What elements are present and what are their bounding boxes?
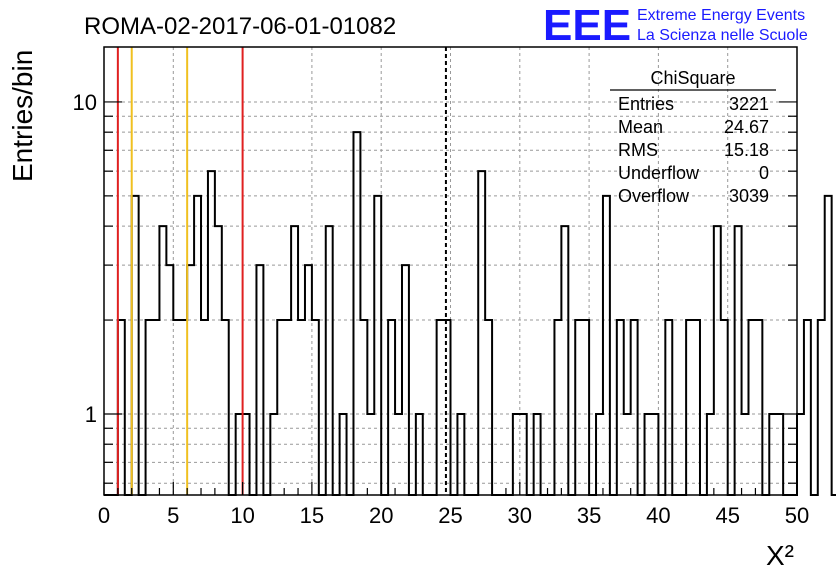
x-tick-label: 50: [785, 503, 809, 528]
x-tick-label: 25: [438, 503, 462, 528]
stats-row-value: 24.67: [724, 117, 769, 137]
x-tick-label: 10: [230, 503, 254, 528]
marker-lines: [116, 47, 447, 495]
stats-row-value: 0: [759, 163, 769, 183]
stats-row-label: Overflow: [618, 186, 690, 206]
x-axis-label: X²: [766, 540, 794, 571]
stats-row-value: 3039: [729, 186, 769, 206]
eee-logo-line2: La Scienza nelle Scuole: [637, 27, 808, 44]
stats-row-label: Underflow: [618, 163, 700, 183]
stats-box: ChiSquare Entries 3221 Mean 24.67 RMS 15.18 Un…: [610, 68, 776, 206]
x-tick-label: 15: [300, 503, 324, 528]
chart-title: ROMA-02-2017-06-01-01082: [84, 13, 396, 40]
x-tick-label: 5: [167, 503, 179, 528]
x-tick-label: 35: [577, 503, 601, 528]
stats-row-label: Entries: [618, 94, 674, 114]
x-tick-label: 20: [369, 503, 393, 528]
y-axis-label: Entries/bin: [7, 50, 38, 182]
x-tick-label: 0: [98, 503, 110, 528]
y-tick-labels: 1 10: [73, 90, 97, 427]
x-tick-label: 40: [646, 503, 670, 528]
histogram-bars: [104, 131, 836, 496]
eee-logo: EEE Extreme Energy Events La Scienza nel…: [543, 1, 808, 50]
eee-logo-mark: EEE: [543, 1, 631, 50]
eee-logo-line1: Extreme Energy Events: [637, 7, 805, 24]
axis-ticks: [103, 101, 798, 495]
y-tick-label: 1: [85, 402, 97, 427]
stats-row-label: Mean: [618, 117, 663, 137]
x-tick-label: 45: [715, 503, 739, 528]
x-tick-labels: 0 5 10 15 20 25 30 35 40 45 50: [98, 503, 809, 528]
stats-row-value: 15.18: [724, 140, 769, 160]
stats-rows: Entries 3221 Mean 24.67 RMS 15.18 Underflow 0 Ov…: [618, 94, 769, 206]
stats-row-label: RMS: [618, 140, 658, 160]
x-tick-label: 30: [508, 503, 532, 528]
stats-title: ChiSquare: [650, 68, 735, 88]
y-tick-label: 10: [73, 90, 97, 115]
histogram-series-chisquare: [104, 131, 836, 496]
stats-row-value: 3221: [729, 94, 769, 114]
